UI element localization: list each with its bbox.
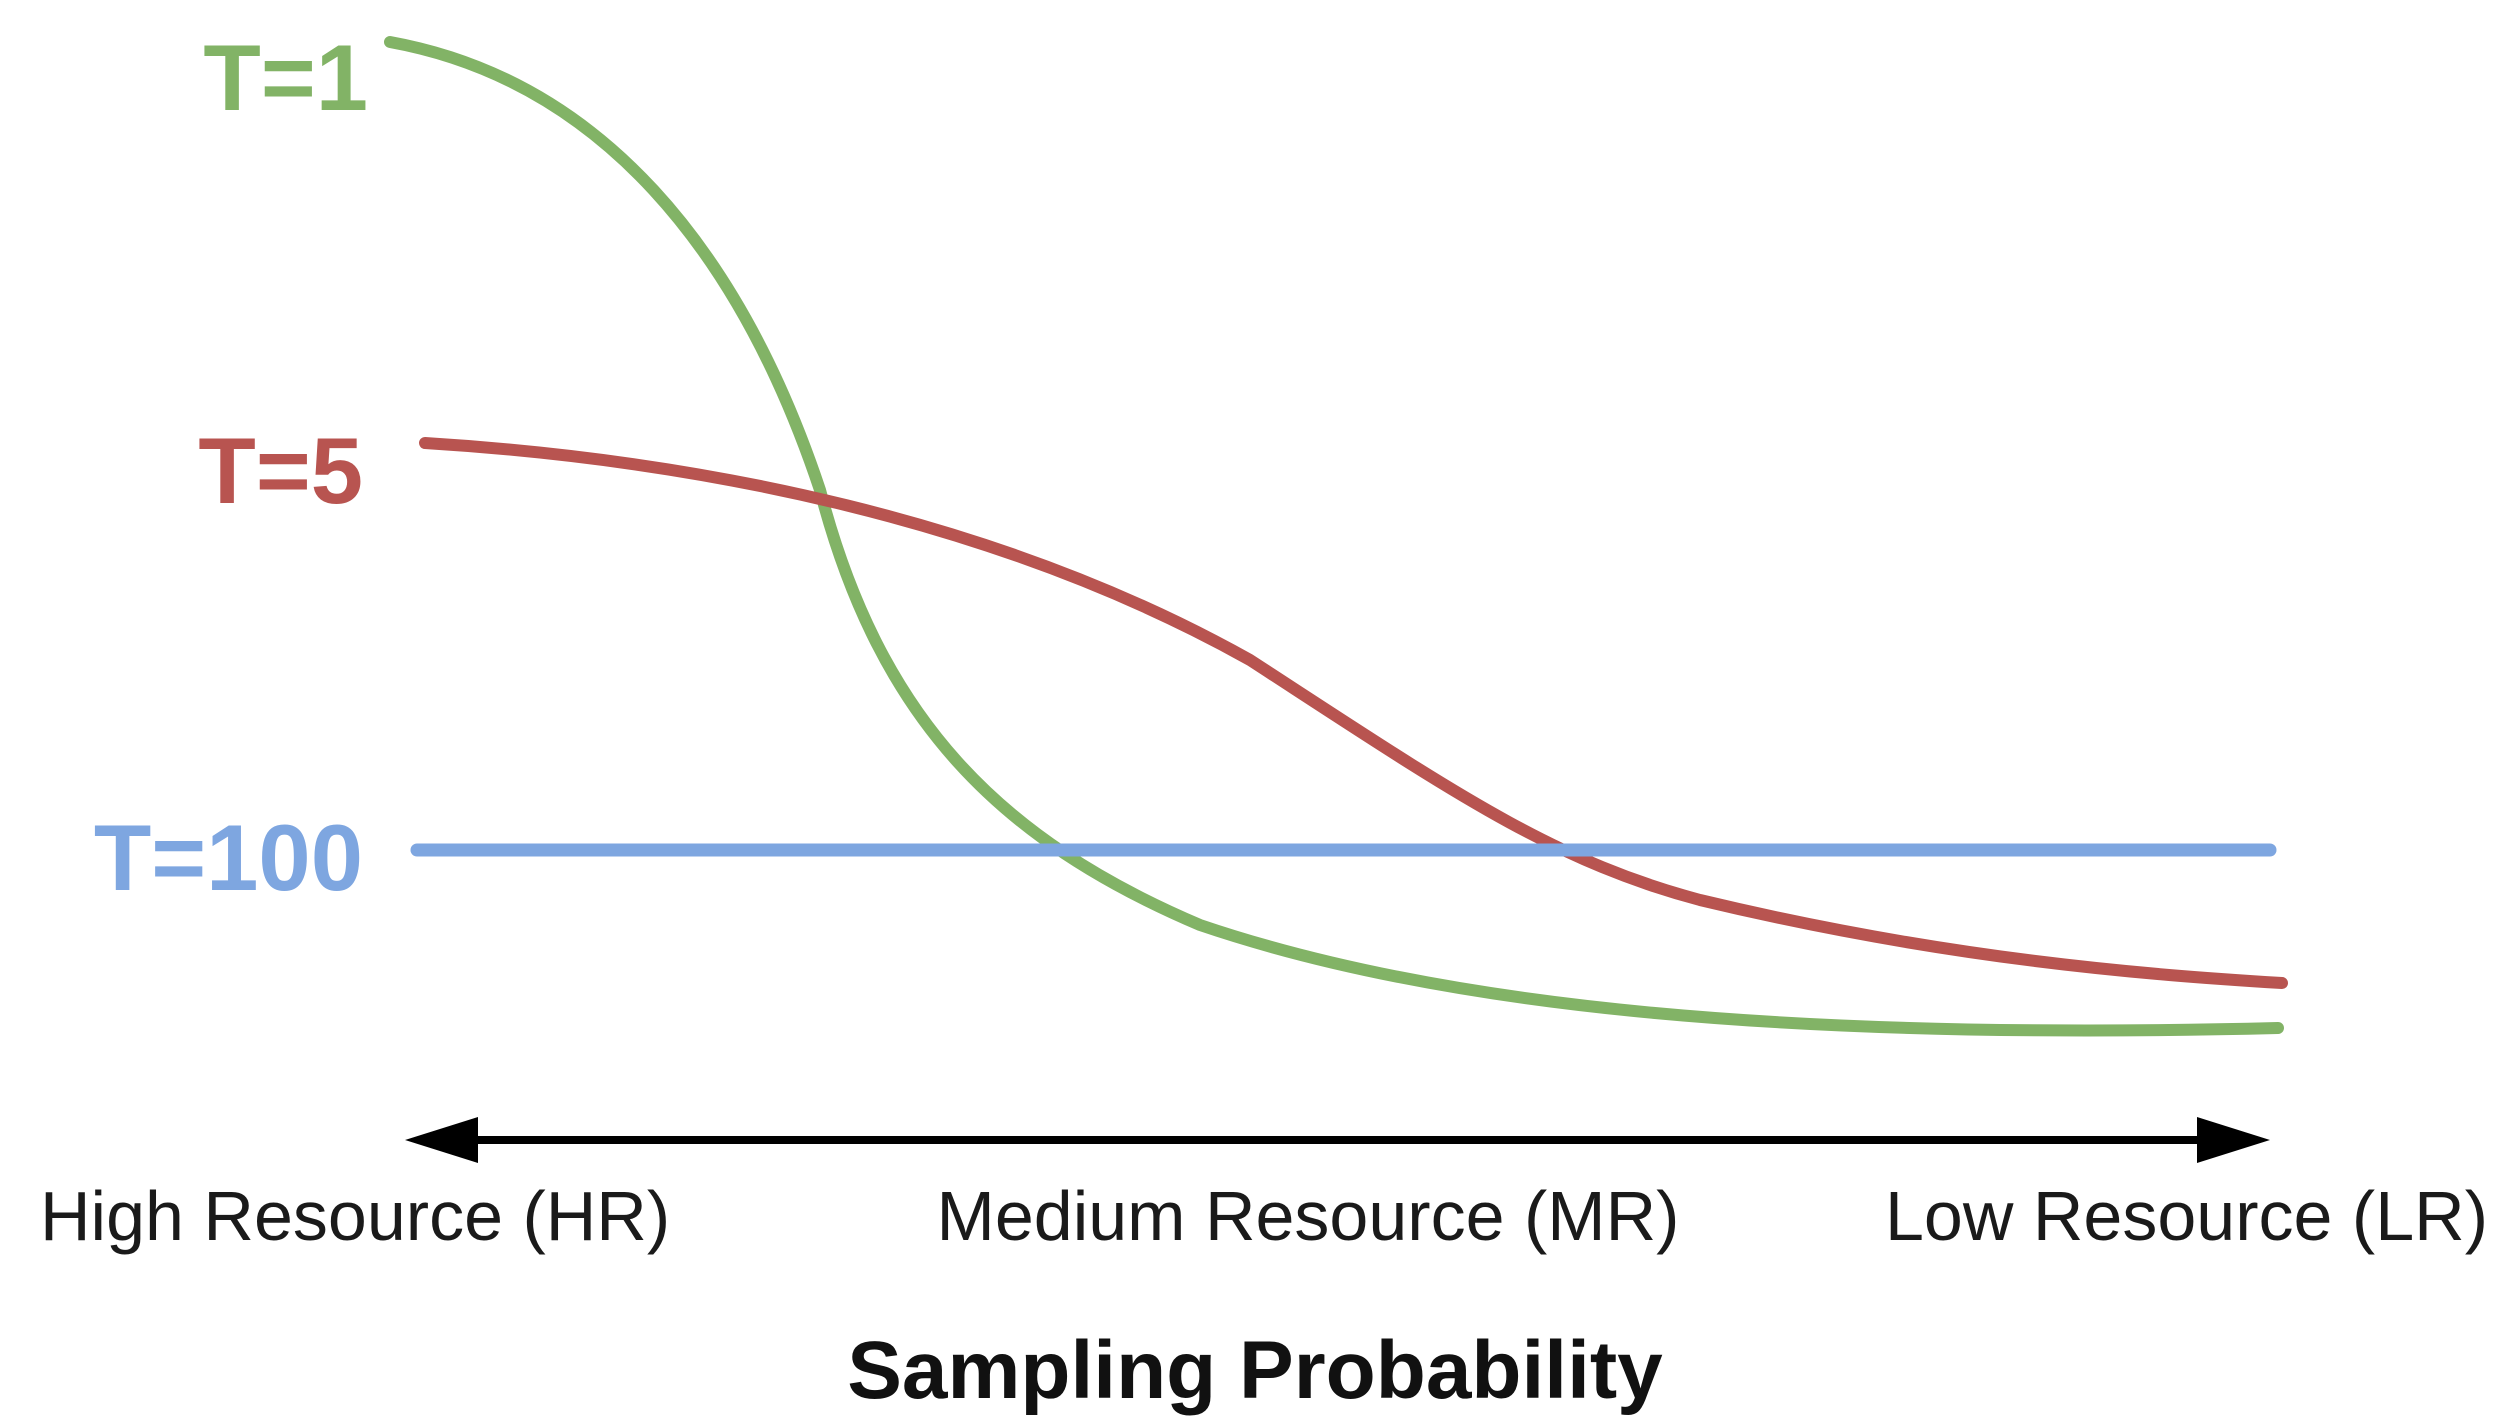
axis-arrowhead-right <box>2197 1117 2270 1163</box>
label-t100: T=100 <box>94 805 363 910</box>
label-t1: T=1 <box>203 25 368 130</box>
axis-label-low-resource: Low Resource (LR) <box>1885 1177 2488 1255</box>
axis-title: Sampling Probability <box>847 1325 1663 1416</box>
resource-axis-arrow <box>405 1117 2270 1163</box>
axis-label-medium-resource: Medium Resource (MR) <box>937 1177 1680 1255</box>
axis-label-high-resource: High Resource (HR) <box>40 1177 670 1255</box>
axis-arrowhead-left <box>405 1117 478 1163</box>
label-t5: T=5 <box>198 418 363 523</box>
curve-t1 <box>384 36 2284 1037</box>
curve-t5 <box>419 437 2288 989</box>
